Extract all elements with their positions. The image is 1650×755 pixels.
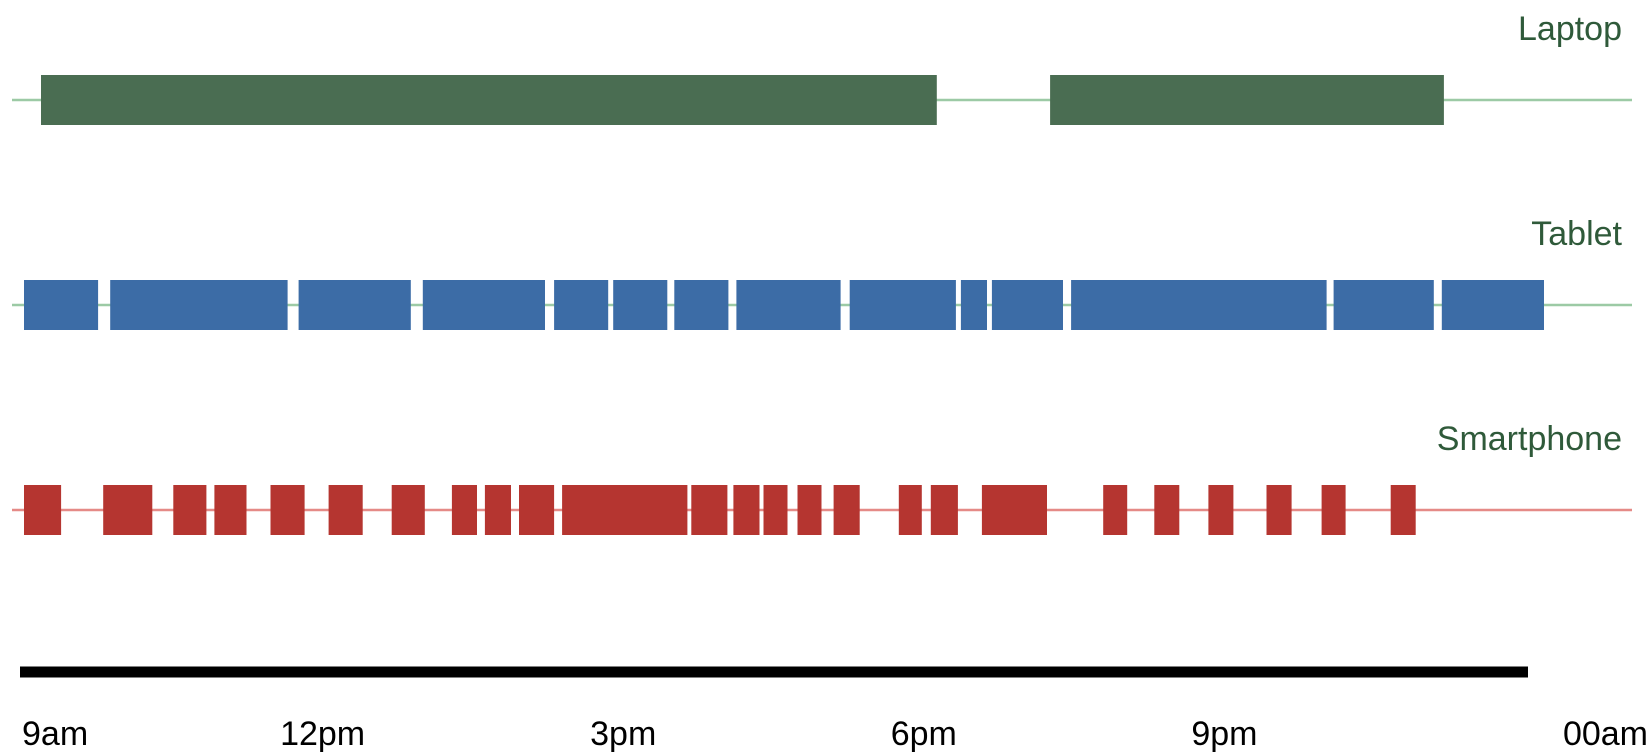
usage-bar-smartphone-7	[391, 485, 425, 535]
usage-bar-tablet-11	[991, 280, 1063, 330]
lane-label-tablet: Tablet	[1531, 215, 1622, 253]
usage-bar-smartphone-21	[1154, 485, 1180, 535]
usage-bar-smartphone-3	[173, 485, 207, 535]
usage-bar-tablet-6	[613, 280, 668, 330]
tick-label-12pm: 12pm	[280, 715, 365, 753]
usage-bar-laptop-2	[1050, 75, 1444, 125]
usage-bar-smartphone-4	[214, 485, 247, 535]
usage-bar-smartphone-5	[270, 485, 305, 535]
tick-label-00am: 00am	[1563, 715, 1648, 753]
usage-bar-smartphone-15	[797, 485, 822, 535]
usage-bar-tablet-3	[298, 280, 411, 330]
usage-bar-smartphone-13	[733, 485, 760, 535]
usage-bar-smartphone-12	[691, 485, 728, 535]
usage-bar-smartphone-25	[1390, 485, 1416, 535]
usage-bar-smartphone-16	[833, 485, 860, 535]
usage-bar-tablet-4	[422, 280, 545, 330]
usage-bar-tablet-13	[1333, 280, 1434, 330]
lane-tablet: Tablet	[12, 215, 1632, 330]
usage-bar-tablet-5	[554, 280, 609, 330]
usage-bar-smartphone-10	[519, 485, 555, 535]
usage-bar-smartphone-23	[1266, 485, 1292, 535]
tick-label-9pm: 9pm	[1191, 715, 1257, 753]
usage-bar-smartphone-22	[1208, 485, 1234, 535]
usage-bar-smartphone-1	[24, 485, 62, 535]
usage-bar-tablet-9	[849, 280, 956, 330]
usage-bar-smartphone-9	[484, 485, 511, 535]
usage-bar-smartphone-19	[981, 485, 1047, 535]
usage-bar-smartphone-11	[562, 485, 688, 535]
usage-bar-smartphone-17	[898, 485, 922, 535]
usage-bar-tablet-2	[110, 280, 288, 330]
usage-bar-tablet-7	[674, 280, 729, 330]
lane-laptop: Laptop	[12, 10, 1632, 125]
usage-bar-smartphone-14	[763, 485, 788, 535]
tick-label-3pm: 3pm	[590, 715, 656, 753]
usage-bar-tablet-8	[736, 280, 841, 330]
usage-bar-smartphone-2	[103, 485, 153, 535]
usage-bar-laptop-1	[41, 75, 937, 125]
tick-label-6pm: 6pm	[891, 715, 957, 753]
lane-label-laptop: Laptop	[1518, 10, 1622, 48]
lane-label-smartphone: Smartphone	[1437, 420, 1622, 458]
usage-bar-tablet-10	[960, 280, 987, 330]
lane-smartphone: Smartphone	[12, 420, 1632, 535]
device-lanes: Laptop Tablet Smartphone	[12, 10, 1632, 535]
usage-bar-smartphone-6	[328, 485, 363, 535]
usage-bar-tablet-14	[1441, 280, 1544, 330]
usage-bar-smartphone-18	[930, 485, 958, 535]
usage-bar-tablet-12	[1071, 280, 1327, 330]
usage-bar-smartphone-24	[1321, 485, 1346, 535]
usage-bar-smartphone-20	[1103, 485, 1128, 535]
usage-bar-tablet-1	[24, 280, 99, 330]
tick-label-9am: 9am	[22, 715, 88, 753]
time-axis-tick-labels: 9am 12pm 3pm 6pm 9pm 00am	[22, 715, 1648, 753]
usage-bar-smartphone-8	[451, 485, 477, 535]
